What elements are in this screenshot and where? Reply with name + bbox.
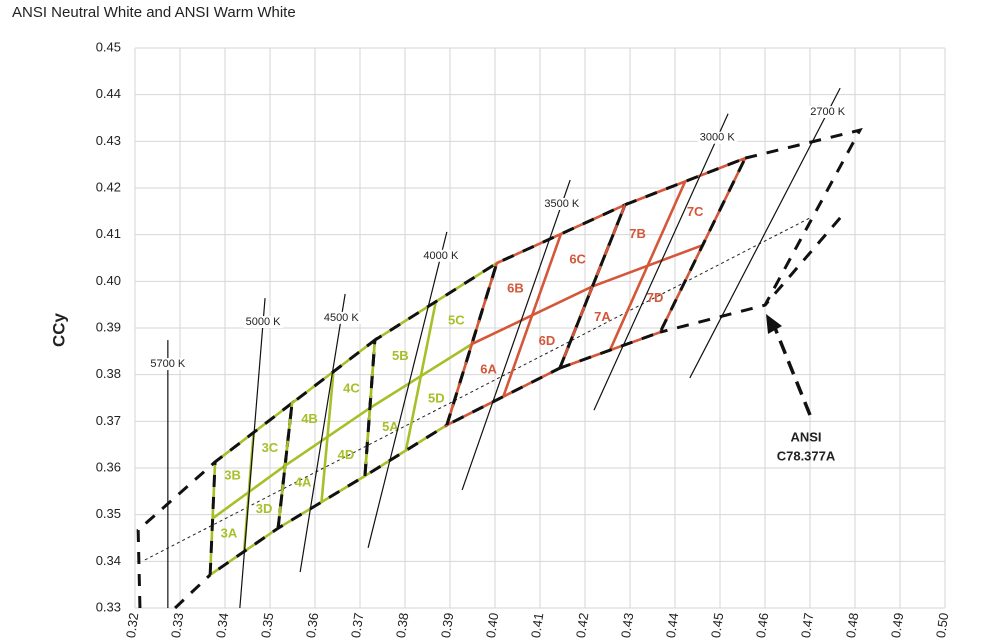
- bin-divider: [608, 180, 687, 351]
- bin-label: 6B: [507, 281, 524, 296]
- y-tick-label: 0.40: [96, 273, 121, 288]
- bin-label: 3A: [221, 526, 238, 541]
- ansi-outline: [659, 127, 863, 334]
- x-tick-label: 0.42: [573, 612, 591, 639]
- bin-label: 4C: [343, 381, 360, 396]
- bin-label: 6A: [480, 362, 497, 377]
- cct-label: 2700 K: [810, 106, 846, 118]
- cct-line: [593, 113, 729, 411]
- bin-label: 4D: [338, 447, 355, 462]
- plot-area: 0.33 0.34 0.35 0.36 0.37 0.38 0.39 0.40 0.41 0.42…: [96, 39, 952, 639]
- cct-line: [299, 293, 346, 573]
- cct-label: 4500 K: [324, 312, 360, 324]
- y-tick-label: 0.33: [96, 599, 121, 614]
- cct-label-bg: [148, 358, 188, 371]
- bin-label: 6C: [569, 252, 586, 267]
- y-tick-label: 0.37: [96, 413, 121, 428]
- cct-label-bg: [808, 106, 848, 119]
- y-tick-label: 0.39: [96, 319, 121, 334]
- x-tick-label: 0.49: [888, 612, 906, 639]
- y-tick-label: 0.34: [96, 553, 121, 568]
- x-tick-label: 0.33: [168, 612, 186, 639]
- y-tick-label: 0.36: [96, 459, 121, 474]
- cct-label: 5000 K: [246, 316, 282, 328]
- cct-line: [239, 298, 266, 609]
- annotation-arrow: [773, 327, 812, 416]
- ansi-outline: [136, 460, 217, 609]
- x-tick-label: 0.40: [483, 612, 501, 639]
- cct-label-bg: [421, 249, 461, 262]
- cct-label-bg: [243, 316, 284, 329]
- bin-label: 3C: [262, 440, 279, 455]
- cct-label-bg: [542, 197, 582, 210]
- x-tick-label: 0.32: [123, 612, 141, 639]
- bin-label: 7B: [629, 226, 646, 241]
- bin-label: 5B: [392, 348, 409, 363]
- annotation-arrowhead: [766, 314, 782, 334]
- x-tick-label: 0.36: [303, 612, 321, 639]
- y-tick-label: 0.38: [96, 366, 121, 381]
- x-tick-label: 0.37: [348, 612, 366, 639]
- bin-divider: [404, 301, 438, 451]
- x-tick-label: 0.48: [843, 612, 861, 639]
- bin-label: 3B: [224, 468, 241, 483]
- y-axis-label: CCy: [49, 312, 68, 347]
- bin-divider: [320, 371, 335, 503]
- bin-label: 5D: [428, 390, 445, 405]
- annotation: ANSI: [790, 429, 821, 444]
- bin-label: 6D: [539, 333, 556, 348]
- x-tick-label: 0.50: [933, 612, 951, 639]
- bin-label: 5A: [382, 419, 399, 434]
- x-tick-label: 0.35: [258, 612, 276, 639]
- cct-line: [367, 231, 448, 548]
- cct-label-bg: [321, 311, 362, 324]
- y-tick-label: 0.41: [96, 226, 121, 241]
- cct-label: 3500 K: [544, 198, 580, 210]
- cct-line: [461, 179, 571, 491]
- x-tick-label: 0.34: [213, 612, 231, 639]
- bin-label: 7D: [647, 290, 664, 305]
- bin-label: 4B: [301, 411, 318, 426]
- annotation: C78.377A: [777, 448, 836, 463]
- y-tick-label: 0.42: [96, 179, 121, 194]
- cct-label-bg: [697, 131, 738, 144]
- x-tick-label: 0.41: [528, 612, 546, 639]
- ansi-quadrangle: [557, 155, 749, 371]
- cct-label: 4000 K: [423, 250, 459, 262]
- ansi-outline: [763, 216, 842, 307]
- ansi-quadrangle: [363, 259, 500, 479]
- cct-line: [689, 87, 841, 379]
- y-tick-label: 0.43: [96, 133, 121, 148]
- bin-label: 5C: [448, 313, 465, 328]
- cct-label: 5700 K: [150, 358, 186, 370]
- bin-divider: [502, 233, 563, 398]
- x-tick-label: 0.46: [753, 612, 771, 639]
- bin-label: 4A: [295, 475, 312, 490]
- x-tick-label: 0.44: [663, 612, 681, 639]
- planckian-locus: [144, 217, 811, 561]
- x-tick-label: 0.38: [393, 612, 411, 639]
- bin-label: 3D: [256, 501, 273, 516]
- x-tick-label: 0.47: [798, 612, 816, 639]
- x-tick-label: 0.39: [438, 612, 456, 639]
- ansi-outline: [174, 573, 212, 610]
- x-tick-label: 0.43: [618, 612, 636, 639]
- chart-title: ANSI Neutral White and ANSI Warm White: [12, 4, 296, 21]
- bin-label: 7A: [594, 309, 611, 324]
- y-tick-label: 0.45: [96, 39, 121, 54]
- bin-label: 7C: [687, 204, 704, 219]
- x-tick-label: 0.45: [708, 612, 726, 639]
- cct-label: 3000 K: [700, 132, 736, 144]
- y-tick-label: 0.35: [96, 506, 121, 521]
- y-tick-label: 0.44: [96, 86, 121, 101]
